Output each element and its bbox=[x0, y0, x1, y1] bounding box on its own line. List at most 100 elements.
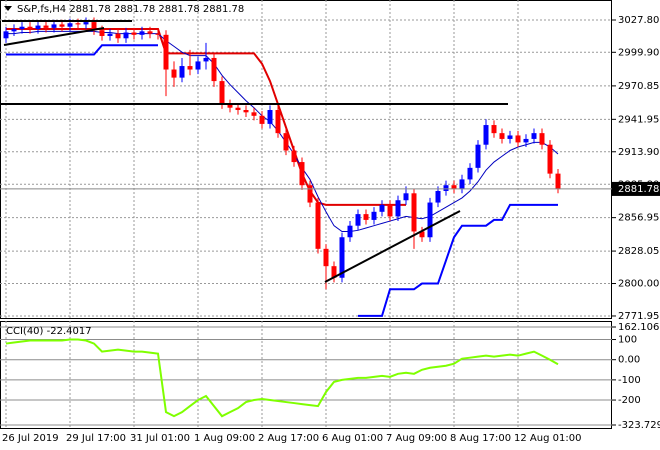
trend-line bbox=[3, 27, 105, 46]
candle-body bbox=[75, 23, 81, 25]
candle-body bbox=[427, 202, 433, 238]
x-tick-label: 6 Aug 01:00 bbox=[322, 433, 383, 444]
candle-body bbox=[3, 31, 9, 39]
y-tick-label: -200 bbox=[618, 395, 641, 406]
candle-body bbox=[411, 193, 417, 232]
candle-body bbox=[483, 125, 489, 145]
candle-body bbox=[67, 23, 73, 27]
candle-body bbox=[491, 125, 497, 134]
candle-body bbox=[275, 110, 281, 134]
y-tick-label: 2771.95 bbox=[618, 311, 659, 322]
candle-body bbox=[323, 248, 329, 267]
candle-body bbox=[115, 33, 121, 39]
candle-body bbox=[403, 193, 409, 201]
candle-body bbox=[147, 31, 153, 34]
candle-body bbox=[35, 25, 41, 30]
candle-body bbox=[187, 66, 193, 70]
cci-panel bbox=[0, 321, 612, 429]
candle-body bbox=[51, 24, 57, 28]
candle-body bbox=[27, 26, 33, 30]
candle-body bbox=[107, 33, 113, 36]
last-price-label: 2881.78 bbox=[618, 184, 659, 195]
candle-body bbox=[539, 133, 545, 145]
x-tick-label: 2 Aug 17:00 bbox=[258, 433, 319, 444]
x-tick-label: 29 Jul 17:00 bbox=[66, 433, 126, 444]
candle-body bbox=[19, 26, 25, 30]
candle-body bbox=[459, 179, 465, 189]
x-tick-label: 1 Aug 09:00 bbox=[194, 433, 255, 444]
candle-body bbox=[195, 61, 201, 70]
last-price-box bbox=[612, 181, 660, 196]
candle-body bbox=[171, 69, 177, 78]
indicator-line bbox=[6, 44, 558, 317]
candle-body bbox=[355, 214, 361, 226]
candle-body bbox=[179, 66, 185, 78]
menu-icon bbox=[4, 6, 12, 11]
candle-body bbox=[499, 133, 505, 139]
y-tick-label: 3027.80 bbox=[618, 15, 659, 26]
candle-body bbox=[475, 144, 481, 168]
x-tick-label: 26 Jul 2019 bbox=[2, 433, 59, 444]
candle-body bbox=[443, 185, 449, 191]
candle-body bbox=[123, 32, 129, 39]
candle-body bbox=[283, 133, 289, 151]
candle-body bbox=[163, 34, 169, 70]
y-tick-label: 100 bbox=[618, 335, 637, 346]
y-tick-label: 2913.90 bbox=[618, 147, 659, 158]
y-tick-label: -323.7292 bbox=[618, 420, 660, 431]
x-tick-label: 31 Jul 01:00 bbox=[130, 433, 190, 444]
candle-body bbox=[547, 144, 553, 174]
y-tick-label: 2970.85 bbox=[618, 81, 659, 92]
candle-body bbox=[531, 133, 537, 139]
indicator-line bbox=[6, 30, 559, 232]
candle-body bbox=[435, 190, 441, 203]
candle-body bbox=[467, 167, 473, 180]
candle-body bbox=[339, 237, 345, 278]
candle-body bbox=[307, 185, 313, 203]
candle-body bbox=[507, 135, 513, 139]
candle-body bbox=[363, 214, 369, 220]
x-tick-label: 12 Aug 01:00 bbox=[514, 433, 581, 444]
candle-body bbox=[451, 185, 457, 189]
candle-body bbox=[555, 173, 561, 189]
candle-body bbox=[139, 31, 145, 35]
y-tick-label: 2999.90 bbox=[618, 47, 659, 58]
candle-body bbox=[83, 22, 89, 25]
candle-body bbox=[395, 200, 401, 217]
candle-body bbox=[379, 204, 385, 212]
candle-body bbox=[235, 107, 241, 111]
candle-body bbox=[219, 81, 225, 105]
candle-body bbox=[91, 22, 97, 31]
candle-body bbox=[59, 24, 65, 27]
candle-body bbox=[267, 110, 273, 124]
y-tick-label: 0.00 bbox=[618, 355, 640, 366]
candle-body bbox=[291, 150, 297, 163]
candle-body bbox=[331, 266, 337, 278]
candle-body bbox=[99, 30, 105, 36]
candle-body bbox=[299, 162, 305, 186]
candle-body bbox=[131, 32, 137, 35]
candle-body bbox=[11, 29, 17, 32]
candle-body bbox=[155, 33, 161, 35]
y-tick-label: -100 bbox=[618, 375, 641, 386]
candle-body bbox=[259, 115, 265, 124]
candle-body bbox=[211, 57, 217, 82]
candle-body bbox=[515, 135, 521, 143]
trend-line bbox=[324, 210, 461, 283]
y-tick-label: 2800.00 bbox=[618, 279, 659, 290]
indicator-line bbox=[5, 338, 559, 418]
candle-body bbox=[347, 225, 353, 238]
candle-body bbox=[523, 138, 529, 143]
candle-body bbox=[43, 25, 49, 28]
candle-body bbox=[251, 112, 257, 116]
candle-body bbox=[203, 57, 209, 62]
main-panel bbox=[0, 0, 612, 319]
y-tick-label: 2941.95 bbox=[618, 114, 659, 125]
x-tick-label: 8 Aug 17:00 bbox=[450, 433, 511, 444]
trend-lines bbox=[0, 20, 508, 283]
candle-body bbox=[243, 110, 249, 113]
candle-body bbox=[419, 231, 425, 238]
